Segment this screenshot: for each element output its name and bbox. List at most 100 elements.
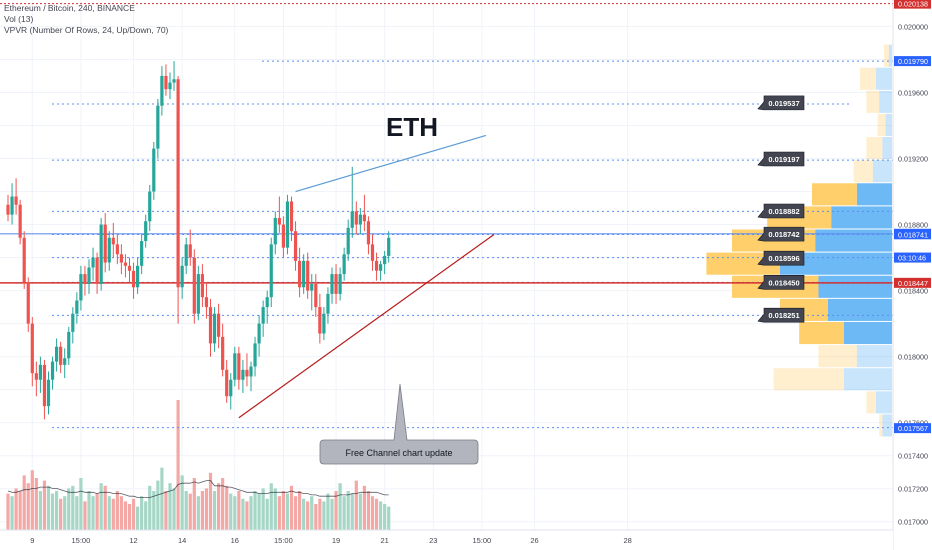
- volume-bar: [306, 501, 310, 530]
- price-tick-label: 0.018000: [898, 353, 928, 362]
- volume-bar: [387, 506, 391, 530]
- candle-body: [10, 196, 14, 215]
- vpvr-up-bar: [888, 44, 892, 67]
- volume-bar: [176, 400, 180, 530]
- candle-body: [322, 313, 326, 334]
- candle-body: [164, 75, 168, 90]
- volume-bars: [6, 400, 391, 530]
- candle-body: [22, 237, 26, 283]
- candle-body: [204, 297, 209, 308]
- volume-bar: [140, 496, 144, 530]
- level-labels: 0.019537 0.019197 0.018882 0.018742 0.018596…: [757, 95, 805, 323]
- legend-volume[interactable]: Vol (13): [4, 14, 34, 24]
- candle-body: [176, 79, 180, 288]
- vpvr-down-bar: [853, 160, 873, 183]
- volume-bar: [334, 491, 338, 530]
- candle-body: [277, 217, 281, 225]
- support-trend-line: [238, 233, 495, 419]
- volume-bar: [277, 496, 281, 530]
- legend-vpvr[interactable]: VPVR (Number Of Rows, 24, Up/Down, 70): [4, 25, 169, 35]
- volume-bar: [322, 501, 326, 530]
- volume-bar: [273, 488, 277, 530]
- level-callout[interactable]: 0.018596: [757, 250, 805, 266]
- time-tick-label: 9: [30, 536, 34, 545]
- level-callout-box: [757, 307, 805, 323]
- candle-body: [196, 274, 200, 314]
- volume-bar: [374, 498, 379, 530]
- candle-body: [387, 237, 391, 256]
- level-callout[interactable]: 0.018251: [757, 307, 805, 323]
- candle-body: [168, 82, 172, 90]
- volume-bar: [265, 498, 269, 530]
- vpvr-up-bar: [780, 252, 892, 275]
- candle-body: [59, 346, 63, 365]
- candle-body: [46, 379, 51, 407]
- time-axis: 9 15:00 12 14 16 15:00 19 21 23 15:00 26 28: [0, 529, 893, 550]
- candle-body: [18, 204, 22, 238]
- level-callout[interactable]: 0.018882: [757, 203, 805, 219]
- price-tick-label: 0.019200: [898, 155, 928, 164]
- candle-body: [273, 217, 277, 245]
- price-tick-label: 0.020000: [898, 22, 928, 31]
- candle-body: [160, 75, 164, 106]
- candle-body: [71, 313, 75, 332]
- vpvr-down-bar: [877, 113, 886, 137]
- legend-symbol[interactable]: Ethereum / Bitcoin, 240, BINANCE: [4, 3, 135, 13]
- price-tick-label: 0.018400: [898, 287, 928, 296]
- volume-bar: [99, 483, 103, 530]
- volume-bar: [75, 496, 79, 530]
- volume-bar: [289, 485, 294, 530]
- candle-body: [200, 274, 204, 298]
- candle-body: [136, 265, 140, 288]
- level-callout[interactable]: 0.019537: [757, 95, 805, 111]
- volume-bar: [192, 478, 196, 530]
- level-callout[interactable]: 0.018450: [757, 275, 805, 290]
- vpvr-up-bar: [876, 391, 892, 414]
- candle-body: [79, 274, 83, 301]
- time-tick-label: 15:00: [472, 536, 491, 545]
- volume-bar: [115, 491, 119, 530]
- candle-body: [298, 260, 302, 288]
- candle-body: [370, 244, 375, 261]
- volume-bar: [152, 491, 156, 530]
- candle-body: [212, 313, 217, 344]
- candle-body: [379, 264, 383, 271]
- volume-bar: [310, 496, 314, 530]
- price-tick-label: 0.018800: [898, 221, 928, 230]
- candle-body: [310, 283, 314, 291]
- volume-bar: [50, 493, 55, 530]
- horizontal-levels: [0, 3, 893, 429]
- candle-body: [87, 267, 91, 284]
- volume-bar: [91, 496, 95, 530]
- price-tick-label: 0.017400: [898, 452, 928, 461]
- volume-bar: [107, 496, 111, 530]
- vpvr-up-bar: [831, 206, 892, 229]
- candle-body: [293, 231, 298, 261]
- vpvr-down-bar: [818, 345, 857, 368]
- candle-body: [115, 244, 119, 255]
- candle-body: [103, 224, 107, 263]
- volume-bar: [200, 491, 204, 530]
- price-marker-bg: [894, 423, 931, 434]
- volume-bar: [18, 491, 22, 530]
- vpvr-down-bar: [866, 90, 880, 113]
- vpvr-down-bar: [866, 391, 876, 414]
- vpvr-up-bar: [815, 229, 892, 252]
- volume-bar: [79, 478, 83, 530]
- volume-bar: [326, 493, 330, 530]
- time-tick-label: 15:00: [274, 536, 293, 545]
- volume-bar: [46, 485, 51, 530]
- level-callout[interactable]: 0.018742: [757, 226, 805, 242]
- volume-bar: [196, 496, 200, 530]
- volume-bar: [164, 491, 168, 530]
- candle-body: [318, 307, 322, 334]
- callout-box[interactable]: Free Channel chart update: [319, 383, 479, 465]
- candle-body: [99, 224, 103, 284]
- callout-text: Free Channel chart update: [345, 448, 452, 458]
- level-callout[interactable]: 0.019197: [757, 151, 805, 167]
- candle-body: [208, 307, 213, 344]
- candle-body: [75, 300, 79, 314]
- price-marker-text: 03:10:46: [898, 254, 926, 263]
- volume-bar: [257, 493, 261, 530]
